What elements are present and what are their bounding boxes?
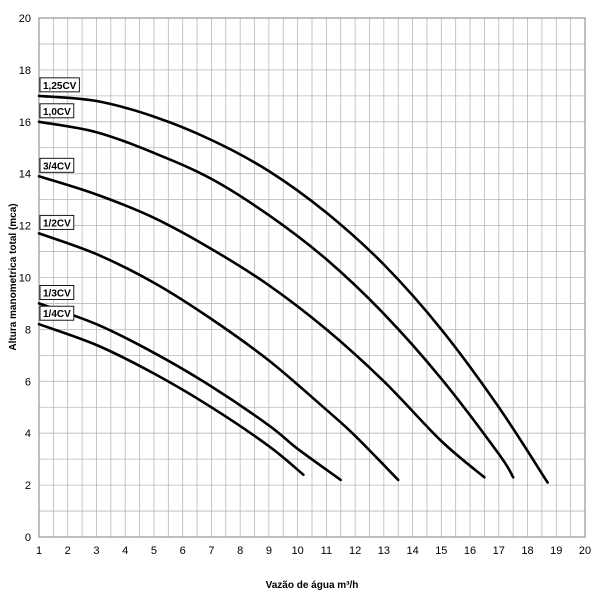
x-tick-label: 17 bbox=[493, 545, 505, 557]
y-tick-label: 10 bbox=[19, 273, 31, 285]
series-curve bbox=[37, 175, 486, 479]
x-tick-label: 12 bbox=[349, 545, 361, 557]
y-axis-ticks: 0 2 4 6 8 10 12 14 16 18 20 bbox=[19, 13, 31, 544]
y-tick-label: 4 bbox=[25, 428, 31, 440]
x-tick-label: 18 bbox=[521, 545, 533, 557]
plot-area bbox=[38, 17, 586, 538]
x-tick-label: 9 bbox=[266, 545, 272, 557]
y-tick-label: 8 bbox=[25, 324, 31, 336]
series-label-box bbox=[39, 285, 75, 300]
series-curve bbox=[37, 232, 400, 482]
curves bbox=[37, 94, 549, 484]
x-axis-ticks: 1 2 3 4 5 6 7 8 9 10 11 12 13 14 15 16 17 18 19 20 bbox=[36, 545, 591, 557]
x-tick-label: 1 bbox=[36, 545, 42, 557]
x-tick-label: 3 bbox=[93, 545, 99, 557]
series-label-box bbox=[39, 77, 80, 93]
series-labels: 1,25CV 1,0CV 3/4CV 1/2CV 1/3CV 1/4CV bbox=[39, 77, 80, 321]
series-label: 3/4CV bbox=[43, 161, 71, 172]
x-tick-label: 14 bbox=[406, 545, 418, 557]
x-tick-label: 7 bbox=[208, 545, 214, 557]
series-label-box bbox=[39, 157, 75, 173]
x-tick-label: 8 bbox=[237, 545, 243, 557]
series-curve bbox=[37, 322, 305, 476]
series-label: 1,0CV bbox=[43, 107, 71, 118]
series-label: 1,25CV bbox=[43, 81, 77, 92]
y-tick-label: 6 bbox=[25, 376, 31, 388]
y-tick-label: 20 bbox=[19, 13, 31, 25]
x-tick-label: 20 bbox=[579, 545, 591, 557]
y-tick-label: 18 bbox=[19, 65, 31, 77]
series-label-box bbox=[39, 103, 75, 119]
x-tick-label: 6 bbox=[180, 545, 186, 557]
y-tick-label: 16 bbox=[19, 117, 31, 129]
x-tick-label: 5 bbox=[151, 545, 157, 557]
x-tick-label: 11 bbox=[321, 545, 332, 557]
series-curve bbox=[37, 120, 515, 479]
x-tick-label: 4 bbox=[122, 545, 128, 557]
series-label-box bbox=[39, 214, 75, 230]
y-tick-label: 2 bbox=[25, 480, 31, 492]
x-axis-title: Vazão de água m³/h bbox=[266, 580, 359, 591]
x-tick-label: 10 bbox=[292, 545, 304, 557]
series-label: 1/3CV bbox=[43, 288, 71, 299]
y-tick-label: 14 bbox=[19, 169, 31, 181]
y-tick-label: 0 bbox=[25, 532, 31, 544]
series-curve bbox=[37, 94, 549, 484]
x-tick-label: 13 bbox=[378, 545, 390, 557]
x-tick-label: 2 bbox=[65, 545, 71, 557]
y-axis-title: Altura manometrica total (mca) bbox=[8, 203, 19, 350]
x-tick-label: 15 bbox=[435, 545, 447, 557]
series-label-box bbox=[39, 305, 75, 321]
x-tick-label: 19 bbox=[550, 545, 562, 557]
y-tick-label: 12 bbox=[19, 221, 31, 233]
x-tick-label: 16 bbox=[464, 545, 476, 557]
series-label: 1/4CV bbox=[43, 309, 71, 320]
series-label: 1/2CV bbox=[43, 218, 71, 229]
series-curve bbox=[37, 302, 342, 482]
